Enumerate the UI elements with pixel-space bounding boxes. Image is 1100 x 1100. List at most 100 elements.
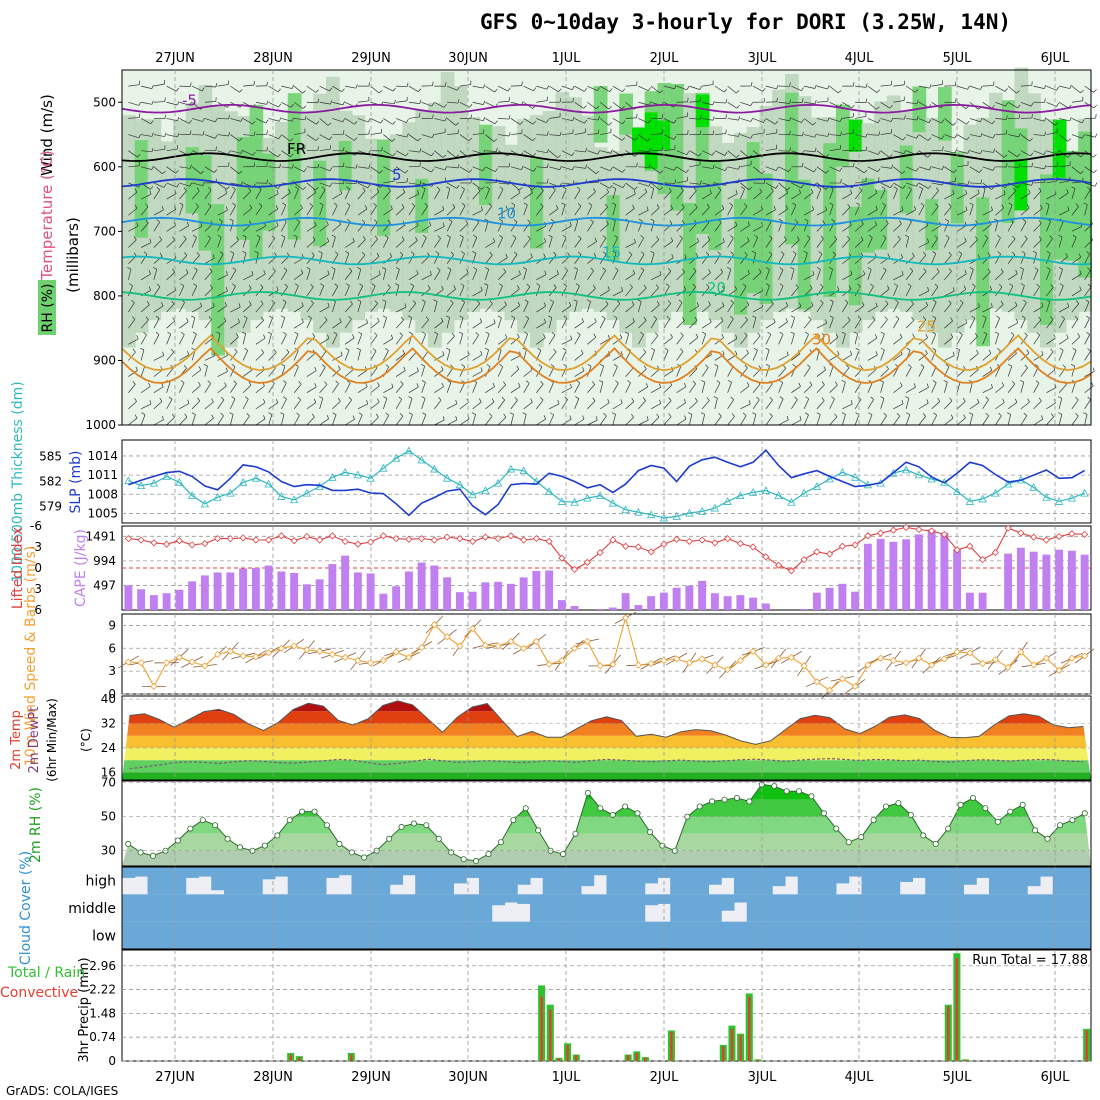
rh2m-marker xyxy=(410,820,417,827)
wind-barb xyxy=(497,384,506,393)
li-marker xyxy=(915,525,923,534)
li-marker xyxy=(571,565,579,573)
wind-barb xyxy=(663,149,675,152)
cloud-bar-middle xyxy=(989,894,1003,922)
wind-barb xyxy=(1046,319,1054,329)
wind-barb-feather xyxy=(681,203,685,208)
wind-barb-feather xyxy=(226,270,228,276)
wind-barb-feather xyxy=(650,347,655,351)
wind-barb-feather xyxy=(709,318,712,323)
wind-barb xyxy=(306,192,316,200)
wind-barb-feather xyxy=(614,234,618,238)
wind-barb xyxy=(357,208,368,216)
wind-barb xyxy=(612,134,623,141)
wind10-marker xyxy=(940,655,948,663)
wind-barb xyxy=(561,166,573,171)
wind-barb-feather xyxy=(950,333,954,338)
wind-barb xyxy=(969,204,974,216)
wind-barb xyxy=(332,236,336,248)
wind-barb xyxy=(306,85,317,93)
wind-barb xyxy=(383,237,389,248)
rh2m-marker xyxy=(895,800,902,807)
wind-barb xyxy=(191,317,196,329)
wind-barb xyxy=(893,403,904,410)
wind-barb-feather xyxy=(747,237,750,242)
wind-barb-feather xyxy=(640,235,644,239)
wind-barb xyxy=(854,414,860,426)
cape-bar xyxy=(188,581,197,610)
wind-barb xyxy=(370,166,380,174)
wind-barb-feather xyxy=(1044,165,1047,170)
wind-barb-feather xyxy=(481,206,483,211)
rh-shading-moist xyxy=(823,143,837,297)
cloud-bar-middle xyxy=(453,894,467,922)
wind-barb xyxy=(931,350,937,361)
cloud-bar-low xyxy=(147,921,161,949)
li-marker xyxy=(953,546,961,554)
wind-barb xyxy=(689,305,699,313)
thickness-marker xyxy=(442,473,452,482)
wind-barb-feather xyxy=(173,221,177,226)
cloud-bar-low xyxy=(925,921,939,949)
wind10-marker xyxy=(1055,666,1063,674)
wind-barb-feather xyxy=(891,164,894,169)
rh2m-marker xyxy=(572,830,579,837)
wind-barb xyxy=(918,118,930,124)
wind-barb xyxy=(982,237,989,248)
wind-barb-feather xyxy=(148,286,151,291)
wind-barb-feather xyxy=(890,117,894,122)
wind-barb-feather xyxy=(327,270,330,275)
wind-barb xyxy=(383,180,395,184)
wind-barb xyxy=(625,273,635,281)
wind-barb xyxy=(497,85,509,92)
wind10-axis-label: 10m Wind Speed & Barbs (m/s) xyxy=(23,546,39,766)
wind-barb-feather xyxy=(1069,117,1072,122)
wind-barb-feather xyxy=(346,202,351,206)
wind-barb xyxy=(217,274,228,281)
wind-barb xyxy=(740,335,748,345)
precip-axis-label: 3hr Precip (mm) xyxy=(77,957,92,1062)
wind-barb xyxy=(128,134,139,139)
wind-barb-feather xyxy=(992,166,996,171)
wind-barb xyxy=(1084,385,1094,394)
wind-barb-feather xyxy=(990,303,993,308)
wind-barb-feather xyxy=(171,413,175,418)
cloud-bar-low xyxy=(160,921,174,949)
wind-barb-feather xyxy=(330,100,333,105)
wind-barb-feather xyxy=(572,166,575,171)
rh2m-marker xyxy=(771,783,778,790)
cape-bar xyxy=(596,609,605,610)
wind-barb xyxy=(918,205,925,216)
wind-barb-feather xyxy=(568,302,572,306)
wind-barb xyxy=(128,84,140,87)
wind-barb-feather xyxy=(934,283,939,288)
wind-barb xyxy=(842,403,853,410)
wind-barb-feather xyxy=(547,131,549,136)
wind-barb-feather xyxy=(562,186,567,190)
wind-barb-feather xyxy=(711,151,715,156)
wind10-marker xyxy=(494,642,502,650)
cloud-bar-middle xyxy=(211,894,225,922)
wind-barb-feather xyxy=(570,335,573,340)
wind-barb-feather xyxy=(176,183,180,188)
wind-barb-feather xyxy=(422,412,427,416)
wind-barb xyxy=(701,333,707,345)
cloud-bar-low xyxy=(415,921,429,949)
wind-barb xyxy=(599,381,604,393)
wind-barb-feather xyxy=(217,234,222,238)
wind-barb xyxy=(141,150,153,153)
wind-barb-feather xyxy=(1078,253,1082,258)
wind-barb-feather xyxy=(483,116,486,121)
wind-barb-feather xyxy=(253,131,256,136)
wind-barb xyxy=(561,225,572,232)
wind-barb xyxy=(191,385,201,393)
rh2m-axis-label: 2m RH (%) xyxy=(28,787,44,863)
wind-barb-feather xyxy=(974,236,978,240)
wind-barb-feather xyxy=(138,101,142,106)
cloud-bar-middle xyxy=(619,894,633,922)
wind-barb-feather xyxy=(162,170,166,175)
cloud-bar-middle xyxy=(836,894,850,922)
wind-barb xyxy=(791,239,800,248)
cloud-bar-low xyxy=(989,921,1003,949)
wind-barb-feather xyxy=(667,267,672,272)
